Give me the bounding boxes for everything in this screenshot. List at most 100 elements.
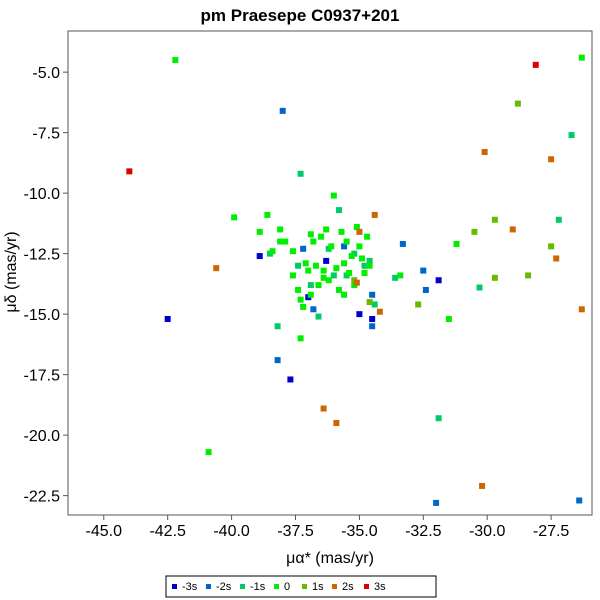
legend-label: -3s xyxy=(182,581,198,593)
data-point xyxy=(361,270,368,276)
x-tick-label: -37.5 xyxy=(277,523,314,540)
x-tick-label: -27.5 xyxy=(533,523,570,540)
data-point xyxy=(277,226,284,233)
data-point xyxy=(297,170,304,177)
data-point xyxy=(392,274,399,281)
legend-items: -3s -2s -1s 0 1s 2s 3s xyxy=(172,581,386,593)
data-point xyxy=(346,270,353,276)
data-point xyxy=(471,228,478,235)
data-point xyxy=(371,301,378,308)
data-point xyxy=(369,323,376,330)
data-point xyxy=(343,238,350,245)
data-point xyxy=(126,168,133,175)
data-point xyxy=(366,257,373,264)
data-point xyxy=(353,279,360,286)
data-point xyxy=(553,255,560,262)
data-point xyxy=(213,265,220,272)
data-point xyxy=(341,291,348,298)
y-tick-label: -15.0 xyxy=(24,307,61,324)
data-point xyxy=(509,226,516,233)
y-axis: -5.0 -7.5 -10.0 -12.5 -15.0 -17.5 -20.0 -22.5 xyxy=(24,65,68,506)
data-point xyxy=(256,228,263,235)
data-point xyxy=(297,335,304,342)
legend-swatch xyxy=(274,584,279,589)
data-point xyxy=(578,54,585,61)
data-point xyxy=(323,226,330,233)
data-point xyxy=(279,107,286,114)
data-point xyxy=(491,274,498,281)
data-point xyxy=(358,255,365,262)
data-point xyxy=(341,260,348,267)
data-point xyxy=(256,253,263,260)
data-point xyxy=(568,132,575,139)
x-axis-label: μα* (mas/yr) xyxy=(286,550,374,567)
data-point xyxy=(328,243,335,250)
data-point xyxy=(532,61,539,68)
data-point xyxy=(514,100,521,107)
data-point xyxy=(420,267,427,274)
data-point xyxy=(307,231,314,238)
data-point xyxy=(264,211,271,218)
data-point xyxy=(369,315,376,322)
x-tick-label: -32.5 xyxy=(405,523,442,540)
data-point xyxy=(576,497,583,504)
data-point xyxy=(435,277,442,284)
data-point xyxy=(364,233,371,240)
data-point xyxy=(356,243,363,250)
data-point xyxy=(548,243,555,250)
y-tick-label: -7.5 xyxy=(32,126,60,143)
data-point xyxy=(282,238,289,245)
y-tick-label: -22.5 xyxy=(24,489,61,506)
data-point xyxy=(310,238,317,245)
data-point xyxy=(289,248,296,255)
legend-swatch xyxy=(302,584,307,589)
legend-swatch xyxy=(172,584,177,589)
data-point xyxy=(205,449,212,456)
data-point xyxy=(315,313,322,320)
data-point xyxy=(376,308,383,315)
data-point xyxy=(397,272,404,279)
data-point xyxy=(274,357,281,364)
data-point xyxy=(335,207,342,214)
data-point xyxy=(335,286,342,293)
x-tick-label: -40.0 xyxy=(213,523,250,540)
data-point xyxy=(164,315,171,322)
data-point xyxy=(330,192,337,199)
data-point xyxy=(305,267,312,274)
x-tick-label: -35.0 xyxy=(341,523,378,540)
data-point xyxy=(348,253,355,260)
data-point xyxy=(320,274,327,281)
y-tick-label: -5.0 xyxy=(32,65,60,82)
data-point xyxy=(325,277,332,284)
legend-label: -2s xyxy=(216,581,232,593)
data-point xyxy=(433,499,440,506)
data-point xyxy=(274,323,281,330)
data-point xyxy=(422,286,429,293)
x-tick-label: -30.0 xyxy=(469,523,506,540)
legend-label: 2s xyxy=(342,581,354,593)
legend-label: 0 xyxy=(284,581,290,593)
data-point xyxy=(435,415,442,422)
data-point xyxy=(300,303,307,310)
data-point xyxy=(302,260,309,267)
data-point xyxy=(323,257,330,264)
data-point xyxy=(356,228,363,235)
data-point xyxy=(415,301,422,308)
plot-frame xyxy=(67,30,593,516)
x-tick-label: -45.0 xyxy=(86,523,123,540)
y-tick-label: -12.5 xyxy=(24,247,61,264)
data-point xyxy=(555,216,562,223)
legend-swatch xyxy=(240,584,245,589)
data-point xyxy=(330,272,337,279)
data-point xyxy=(481,149,488,155)
data-point xyxy=(310,306,317,313)
data-point xyxy=(318,233,325,240)
data-point xyxy=(172,57,179,64)
data-point xyxy=(371,211,378,218)
data-point xyxy=(548,156,555,163)
data-point xyxy=(341,243,348,250)
legend-label: -1s xyxy=(250,581,266,593)
data-point xyxy=(295,262,302,269)
data-point xyxy=(289,272,296,279)
data-points xyxy=(126,54,585,506)
